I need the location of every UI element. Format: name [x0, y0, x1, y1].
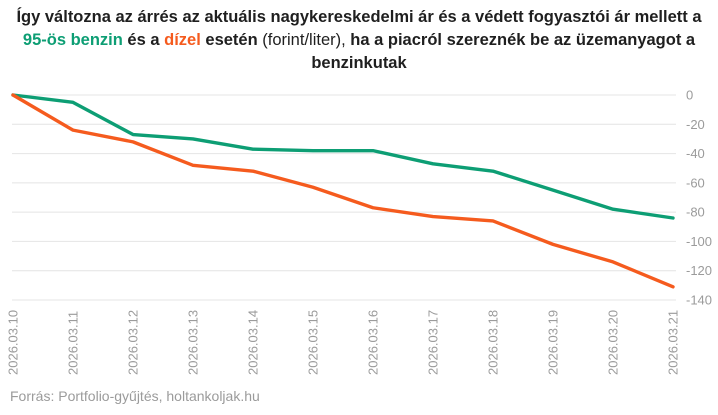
x-axis-label: 2026.03.17: [426, 310, 441, 375]
x-axis-label: 2026.03.14: [246, 310, 261, 375]
title-segment: Így változna az árrés az aktuális nagyke…: [16, 8, 702, 26]
source-note: Forrás: Portfolio-gyűjtés, holtankoljak.…: [10, 388, 260, 404]
title-segment: (forint/liter),: [262, 31, 346, 49]
y-axis-label: -20: [686, 117, 705, 132]
y-axis-label: 0: [686, 88, 693, 103]
x-axis-label: 2026.03.20: [606, 310, 621, 375]
y-axis-label: -60: [686, 175, 705, 190]
page-title: Így változna az árrés az aktuális nagyke…: [8, 6, 710, 75]
y-axis-label: -40: [686, 146, 705, 161]
x-axis-label: 2026.03.10: [6, 310, 21, 375]
y-axis-label: -120: [686, 263, 712, 278]
x-axis-label: 2026.03.12: [126, 310, 141, 375]
title-segment: és a: [122, 31, 165, 49]
y-axis-label: -140: [686, 293, 712, 308]
series-line-benzin: [11, 93, 675, 220]
x-axis-label: 2026.03.19: [546, 310, 561, 375]
title-segment: 95-ös benzin: [22, 31, 123, 49]
title-segment: esetén: [200, 31, 263, 49]
y-axis-label: -80: [686, 205, 705, 220]
x-axis-label: 2026.03.16: [366, 310, 381, 375]
margin-trend-chart: 0 -20 -40 -60 -80 -100 -120 -140 2026.03.10 2026.…: [6, 88, 713, 376]
x-axis-label: 2026.03.18: [486, 310, 501, 375]
x-axis-label: 2026.03.13: [186, 310, 201, 375]
x-axis-label: 2026.03.15: [306, 310, 321, 375]
title-segment: ha a piacról szereznék be az üzemanyagot…: [311, 31, 696, 72]
series-line-dizel: [11, 93, 675, 289]
title-segment: dízel: [164, 31, 201, 49]
x-axis-label: 2026.03.21: [666, 310, 681, 375]
y-axis-label: -100: [686, 234, 712, 249]
x-axis-label: 2026.03.11: [66, 311, 81, 375]
